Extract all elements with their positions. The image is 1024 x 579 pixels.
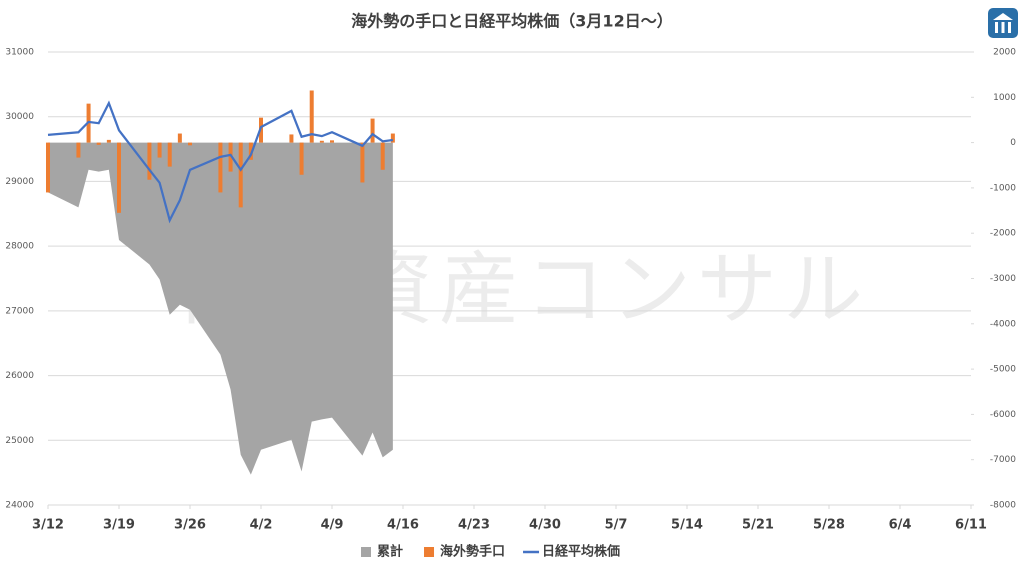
y2-tick-label: -3000 (990, 274, 1016, 284)
y-tick-label: 28000 (5, 242, 34, 252)
bar (218, 142, 223, 193)
y-tick-label: 29000 (5, 177, 34, 187)
bar (238, 142, 243, 208)
bar (289, 134, 294, 143)
bar (117, 142, 121, 213)
x-tick-label: 4/9 (321, 518, 344, 533)
bar (248, 142, 253, 160)
bar (360, 142, 365, 183)
legend-label: 海外勢手口 (440, 544, 505, 560)
x-tick-label: 6/4 (889, 518, 912, 533)
bar (299, 142, 304, 175)
x-tick-label: 4/16 (387, 518, 419, 533)
x-tick-label: 4/30 (529, 518, 561, 533)
bar (228, 142, 233, 172)
x-tick-label: 5/7 (605, 518, 628, 533)
x-tick-label: 4/2 (250, 518, 273, 533)
bar (177, 133, 182, 143)
y2-tick-label: -6000 (990, 410, 1016, 420)
bar (370, 118, 375, 143)
chart-title: 海外勢の手口と日経平均株価（3月12日～） (351, 12, 672, 31)
y2-tick-label: 1000 (993, 93, 1016, 103)
bar (96, 142, 101, 145)
y2-tick-label: -7000 (990, 455, 1016, 465)
y2-tick-label: -8000 (990, 501, 1016, 511)
line (47, 100, 393, 224)
x-tick-label: 3/26 (174, 518, 206, 533)
bar (46, 142, 50, 193)
legend-label: 日経平均株価 (542, 544, 620, 560)
x-tick-label: 5/14 (671, 518, 703, 533)
x-tick-label: 4/23 (458, 518, 490, 533)
bar (188, 142, 192, 146)
y-tick-label: 26000 (5, 371, 34, 381)
y2-tick-label: -1000 (990, 183, 1016, 193)
x-tick-label: 5/21 (742, 518, 774, 533)
y-tick-label: 27000 (5, 306, 34, 316)
bar (76, 142, 81, 158)
area (48, 142, 393, 475)
x-tick-label: 3/19 (103, 518, 135, 533)
bar (309, 90, 314, 143)
y-tick-label: 24000 (5, 501, 34, 511)
y2-tick-label: -4000 (990, 319, 1016, 329)
legend-swatch (361, 547, 371, 557)
legend-label: 累計 (377, 544, 403, 560)
bar (319, 140, 324, 143)
legend-swatch (424, 547, 435, 557)
bar (380, 142, 385, 170)
y2-tick-label: -5000 (990, 365, 1016, 375)
x-tick-label: 5/28 (813, 518, 845, 533)
y2-tick-label: 2000 (993, 48, 1016, 58)
bar (157, 142, 162, 158)
logo (988, 8, 1018, 38)
bar (167, 142, 172, 167)
x-tick-label: 3/12 (32, 518, 64, 533)
y2-tick-label: -2000 (990, 229, 1016, 239)
bar (330, 140, 334, 143)
bar (147, 142, 152, 180)
y-tick-label: 30000 (5, 112, 34, 122)
y-tick-label: 31000 (5, 48, 34, 58)
y2-tick-label: 0 (1010, 138, 1016, 148)
y-tick-label: 25000 (5, 436, 34, 446)
bar (390, 133, 395, 143)
x-tick-label: 6/11 (955, 518, 987, 533)
bar (106, 139, 111, 143)
